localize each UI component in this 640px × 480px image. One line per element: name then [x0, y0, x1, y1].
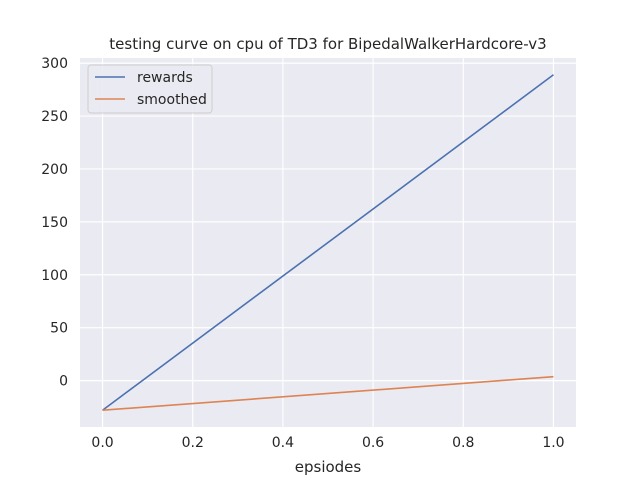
x-tick-label: 0.0: [91, 435, 113, 451]
legend-label-smoothed: smoothed: [137, 92, 207, 108]
series-group: [102, 74, 554, 412]
grid: [80, 58, 576, 427]
series-line-rewards: [102, 74, 554, 411]
x-tick-label: 0.8: [452, 435, 474, 451]
y-tick-label: 0: [59, 374, 68, 390]
x-tick-label: 0.2: [182, 435, 204, 451]
y-tick-label: 300: [41, 56, 68, 72]
y-tick-label: 50: [50, 321, 68, 337]
x-tick-label: 0.4: [272, 435, 294, 451]
x-tick-label: 1.0: [542, 435, 564, 451]
x-axis-ticks: 0.0 0.2 0.4 0.6 0.8 1.0: [91, 435, 564, 451]
chart-title: testing curve on cpu of TD3 for BipedalW…: [109, 35, 546, 53]
x-tick-label: 0.6: [362, 435, 384, 451]
y-tick-label: 200: [41, 162, 68, 178]
legend: rewards smoothed: [87, 64, 213, 114]
y-axis-ticks: 0 50 100 150 200 250 300: [41, 56, 68, 389]
y-tick-label: 250: [41, 109, 68, 125]
series-line-smoothed: [102, 375, 554, 412]
x-axis-label: epsiodes: [295, 458, 362, 476]
legend-label-rewards: rewards: [137, 70, 193, 86]
y-tick-label: 100: [41, 268, 68, 284]
y-tick-label: 150: [41, 215, 68, 231]
